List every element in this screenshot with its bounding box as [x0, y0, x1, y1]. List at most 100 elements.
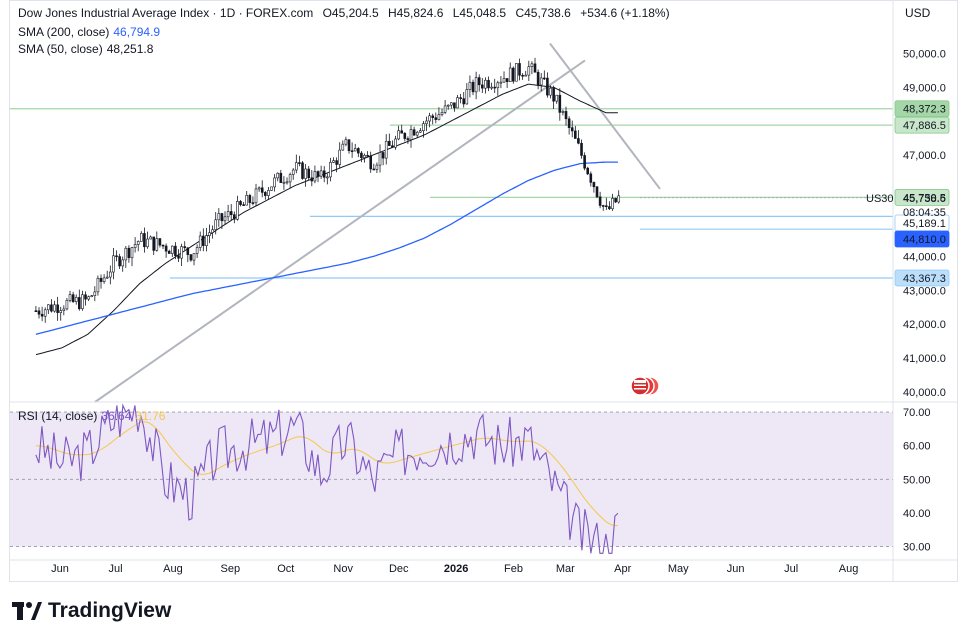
price-tag-label: 45,189.1 — [903, 218, 946, 230]
tradingview-logo[interactable]: TradingView — [12, 598, 171, 624]
candle-body — [546, 77, 549, 96]
time-tick-label: Jun — [51, 563, 69, 575]
candle-body — [468, 81, 472, 90]
price-axis[interactable]: 50,000.0 49,000.0 47,000.0 44,000.0 43,000.0… — [903, 49, 946, 399]
candle-body — [90, 295, 94, 298]
candle-body — [490, 86, 493, 89]
candle-body — [570, 127, 574, 132]
candle-body — [285, 181, 289, 184]
candle-body — [589, 173, 593, 183]
last-price-label: 45,738.6 — [903, 193, 946, 205]
candle-body — [93, 291, 97, 296]
candle-body — [295, 162, 298, 171]
candle-body — [462, 98, 466, 105]
candle-body — [102, 277, 106, 282]
candle-body — [561, 111, 565, 113]
close-value: C45,738.6 — [515, 6, 571, 20]
candle-body — [409, 129, 413, 141]
candle-body — [440, 112, 444, 115]
symbol-label: US30 — [866, 193, 894, 205]
candle-body — [291, 169, 295, 175]
time-tick-label: Nov — [333, 563, 353, 575]
candle-body — [270, 186, 273, 191]
candle-body — [208, 232, 211, 236]
candle-body — [180, 246, 183, 259]
rsi-tick-label: 70.00 — [903, 407, 931, 419]
tradingview-logo-icon — [12, 602, 42, 620]
candle-body — [465, 89, 469, 105]
candle-body — [40, 313, 44, 317]
candle-body — [78, 297, 81, 310]
price-tag-label: 44,810.0 — [903, 234, 946, 246]
rsi-axis[interactable]: 70.00 60.00 50.00 40.00 30.00 — [903, 407, 931, 553]
candle-body — [428, 115, 431, 122]
candle-body — [202, 235, 205, 246]
time-tick-label: Oct — [277, 563, 294, 575]
candle-body — [105, 276, 109, 279]
sma50-legend[interactable]: SMA (50, close) 48,251.8 — [18, 42, 153, 56]
candle-body — [350, 150, 354, 152]
candle-body — [301, 162, 304, 179]
candles — [34, 57, 621, 323]
candle-body — [282, 181, 286, 184]
candle-body — [412, 129, 416, 136]
time-tick-label: Feb — [504, 563, 523, 575]
candle-body — [313, 171, 317, 182]
candle-body — [279, 172, 283, 183]
sma50-value: 48,251.8 — [106, 42, 154, 56]
sma200-legend[interactable]: SMA (200, close) 46,794.9 — [18, 25, 160, 39]
candle-body — [549, 87, 552, 96]
sma200-label: SMA (200, close) — [18, 25, 110, 39]
candle-body — [499, 81, 503, 84]
candle-body — [363, 154, 366, 158]
rsi-legend[interactable]: RSI (14, close) 36.64 31.76 — [18, 409, 165, 423]
price-tick-label: 41,000.0 — [903, 353, 946, 365]
candle-body — [50, 304, 53, 312]
candle-body — [601, 205, 605, 207]
candle-body — [422, 123, 425, 131]
candle-body — [360, 152, 363, 158]
candle-body — [236, 201, 239, 220]
candle-body — [214, 219, 218, 231]
candle-body — [254, 188, 258, 204]
candle-body — [586, 167, 590, 175]
time-tick-label: Aug — [839, 563, 859, 575]
candle-body — [456, 97, 459, 109]
time-tick-label: Dec — [389, 563, 409, 575]
candle-body — [322, 170, 326, 178]
candle-body — [381, 152, 385, 159]
currency-label[interactable]: USD — [905, 6, 931, 20]
time-axis[interactable]: Jun Jul Aug Sep Oct Nov Dec 2026 Feb Mar Apr May Jun… — [51, 563, 858, 575]
candle-body — [220, 213, 224, 222]
candle-body — [276, 172, 280, 179]
candle-body — [115, 255, 118, 258]
us-flag-event-icon[interactable] — [630, 376, 660, 396]
price-tick-label: 42,000.0 — [903, 319, 946, 331]
candle-body — [564, 111, 568, 120]
rsi-label: RSI (14, close) — [18, 409, 98, 423]
candle-body — [37, 310, 41, 315]
candle-body — [508, 67, 512, 82]
price-tick-label: 50,000.0 — [903, 49, 946, 61]
candle-body — [391, 145, 394, 148]
candle-body — [192, 253, 196, 261]
candle-body — [366, 154, 369, 157]
candle-body — [605, 205, 608, 208]
countdown-label: 08:04:35 — [903, 207, 946, 219]
candle-body — [53, 304, 56, 312]
sma50-label: SMA (50, close) — [18, 42, 103, 56]
candle-body — [56, 304, 59, 313]
candle-body — [186, 247, 190, 255]
candle-body — [592, 182, 596, 188]
candle-body — [195, 247, 199, 254]
candle-body — [353, 148, 357, 152]
candle-body — [515, 63, 518, 82]
candle-body — [251, 202, 255, 204]
candle-body — [471, 81, 475, 93]
candle-body — [493, 86, 497, 89]
candle-body — [580, 142, 583, 156]
candle-body — [164, 245, 168, 252]
candle-body — [344, 139, 348, 145]
candle-body — [539, 77, 543, 86]
